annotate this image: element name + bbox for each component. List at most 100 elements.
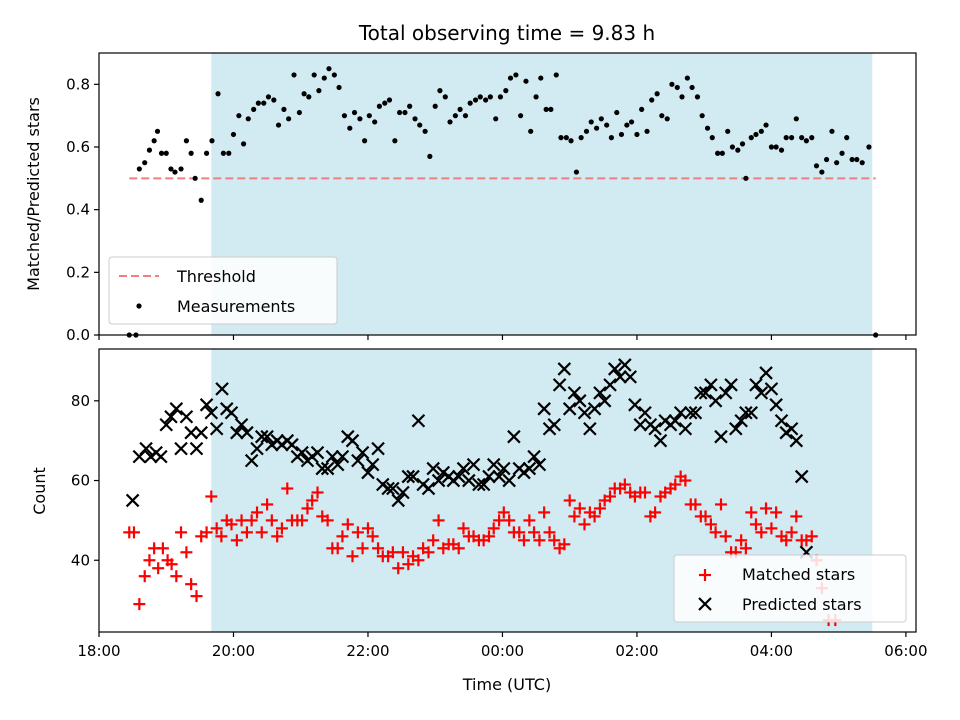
measurement-point: [803, 138, 809, 144]
matched-star-point: [412, 554, 425, 567]
matched-star-point: [493, 514, 506, 527]
predicted-star-point: [421, 481, 436, 496]
measurement-point: [245, 116, 251, 122]
measurement-point: [321, 75, 327, 81]
measurement-point: [778, 147, 785, 153]
x-tick-label: 06:00: [884, 642, 927, 660]
measurement-point: [758, 128, 764, 134]
y-tick-label: 0.0: [66, 326, 90, 344]
x-tick-label: 22:00: [346, 642, 389, 660]
predicted-star-point: [623, 370, 637, 384]
measurement-point: [226, 150, 232, 156]
measurement-point: [799, 135, 805, 141]
measurement-point: [684, 75, 690, 81]
measurement-point: [679, 94, 685, 100]
measurement-point: [261, 100, 267, 106]
measurement-point: [220, 150, 226, 156]
measurement-point: [568, 138, 574, 144]
measurement-point: [548, 106, 554, 112]
matched-star-point: [281, 482, 294, 495]
measurement-point: [538, 75, 544, 81]
matched-star-point: [156, 542, 169, 555]
measurement-point: [654, 91, 660, 97]
predicted-star-point: [230, 425, 244, 440]
predicted-star-point: [668, 413, 683, 428]
matched-star-point: [765, 522, 778, 535]
matched-star-point: [200, 526, 213, 539]
measurement-point: [533, 94, 539, 100]
x-tick-label: 00:00: [481, 642, 524, 660]
measurement-point: [158, 150, 165, 156]
predicted-star-point: [573, 394, 587, 408]
predicted-star-point: [431, 473, 446, 488]
legend-measurements-swatch: [136, 303, 142, 309]
matched-star-point: [336, 530, 349, 543]
predicted-star-point: [199, 398, 214, 412]
matched-star-point: [396, 546, 409, 559]
matched-star-point: [422, 546, 435, 559]
measurement-point: [598, 116, 604, 122]
matched-star-point: [255, 526, 268, 539]
predicted-star-point: [557, 362, 572, 376]
matched-star-point: [593, 502, 606, 515]
predicted-star-point: [547, 417, 562, 432]
measurement-point: [854, 156, 860, 163]
measurement-point: [694, 94, 701, 100]
measurement-point: [649, 97, 655, 103]
measurement-point: [819, 169, 825, 175]
matched-star-point: [735, 534, 748, 547]
predicted-star-point: [492, 469, 506, 484]
predicted-star-point: [502, 473, 516, 488]
matched-star-point: [127, 526, 140, 539]
predicted-star-point: [169, 402, 184, 416]
predicted-star-point: [204, 405, 219, 420]
measurement-point: [472, 97, 479, 103]
bottom-axes-frame: [98, 348, 917, 633]
matched-star-point: [402, 558, 415, 571]
predicted-star-point: [250, 441, 264, 456]
predicted-star-point: [567, 386, 582, 400]
measurement-point: [251, 106, 257, 112]
top-y-ticks: 0.0 0.2 0.4 0.6 0.8: [66, 75, 99, 344]
predicted-star-point: [507, 429, 521, 444]
matched-star-point: [306, 494, 319, 507]
measurement-point: [311, 72, 317, 78]
measurement-point: [593, 125, 600, 131]
matched-star-point: [432, 514, 445, 527]
matched-star-point: [271, 530, 284, 543]
measurement-point: [483, 97, 489, 103]
predicted-star-point: [215, 382, 229, 396]
predicted-star-point: [618, 358, 632, 372]
measurement-point: [783, 135, 789, 141]
predicted-star-point: [125, 493, 140, 508]
measurement-point: [178, 166, 184, 172]
predicted-star-point: [406, 469, 420, 484]
matched-star-point: [143, 554, 156, 567]
measurement-point: [336, 84, 342, 91]
y-tick-label: 0.4: [66, 201, 90, 219]
predicted-star-point: [194, 425, 208, 440]
legend-threshold-label: Threshold: [176, 267, 256, 286]
matched-star-point: [749, 518, 762, 531]
matched-star-point: [152, 562, 165, 575]
measurement-point: [573, 169, 580, 175]
predicted-star-point: [789, 433, 804, 448]
predicted-star-point: [466, 457, 481, 472]
measurement-point: [634, 131, 640, 138]
measurement-point: [271, 97, 277, 103]
measurement-point: [604, 122, 610, 128]
matched-star-point: [133, 598, 146, 611]
measurement-point: [142, 160, 148, 166]
measurement-point: [286, 116, 292, 122]
measurement-point: [146, 147, 153, 153]
legend-predicted-swatch: [698, 597, 712, 611]
predicted-star-point: [673, 405, 688, 420]
measurement-point: [442, 94, 448, 100]
measurement-point: [753, 131, 759, 138]
predicted-star-point: [522, 461, 537, 476]
measurement-point: [331, 72, 337, 78]
measurement-point: [281, 106, 287, 112]
predicted-star-point: [683, 405, 698, 420]
matched-star-point: [240, 526, 253, 539]
